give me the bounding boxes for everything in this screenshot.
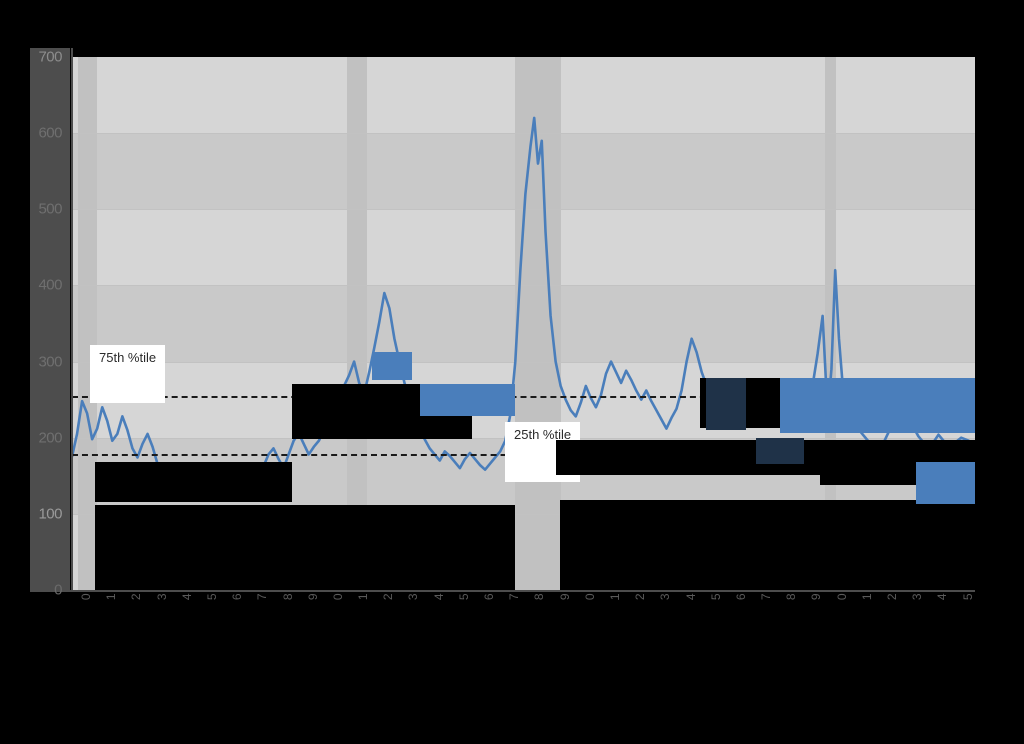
artifact-block-right-lower [975, 500, 1024, 600]
artifact-navy-b [756, 438, 804, 464]
y-axis-tick-label: 300 [38, 353, 62, 371]
y-axis-tick-label: 100 [38, 505, 62, 523]
y-axis-tick-label: 500 [38, 200, 62, 218]
artifact-navy-a [706, 378, 746, 430]
y-axis-tick-label: 200 [38, 429, 62, 447]
callout-75th-label: 75th %tile [99, 350, 157, 365]
reference-line-75th [72, 395, 975, 398]
artifact-blue-right-lower [916, 462, 975, 504]
artifact-block-h [95, 505, 515, 590]
artifact-block-a [95, 462, 292, 502]
recession-2008 [515, 57, 561, 590]
callout-75th-percentile: 75th %tile [90, 345, 166, 404]
artifact-block-left [0, 45, 30, 600]
recession-2001 [346, 57, 367, 590]
recession-2020 [825, 57, 837, 590]
artifact-blue-peak-2002 [372, 352, 412, 380]
y-axis-tick-label: 400 [38, 276, 62, 294]
y-axis-tick-label: 0 [54, 581, 62, 599]
gridline [72, 285, 975, 287]
x-axis-line [0, 590, 1010, 592]
y-axis-tick-label: 700 [38, 48, 62, 66]
y-axis-tick-label: 600 [38, 124, 62, 142]
artifact-blue-right-upper [780, 378, 975, 433]
y-axis-line [71, 48, 73, 591]
recession-1990 [78, 57, 98, 590]
gridline [72, 513, 975, 515]
artifact-block-top [0, 0, 1024, 45]
artifact-block-g [560, 500, 975, 590]
gridline [72, 361, 975, 363]
artifact-block-bottom [0, 600, 1024, 744]
gridline [72, 133, 975, 135]
y-axis: 0 100 200 300 400 500 600 700 [0, 45, 72, 600]
callout-25th-label: 25th %tile [514, 427, 572, 442]
artifact-blue-mid [420, 384, 515, 416]
y-axis-label-overlay-artifact [30, 48, 70, 590]
artifact-block-c [380, 384, 390, 439]
